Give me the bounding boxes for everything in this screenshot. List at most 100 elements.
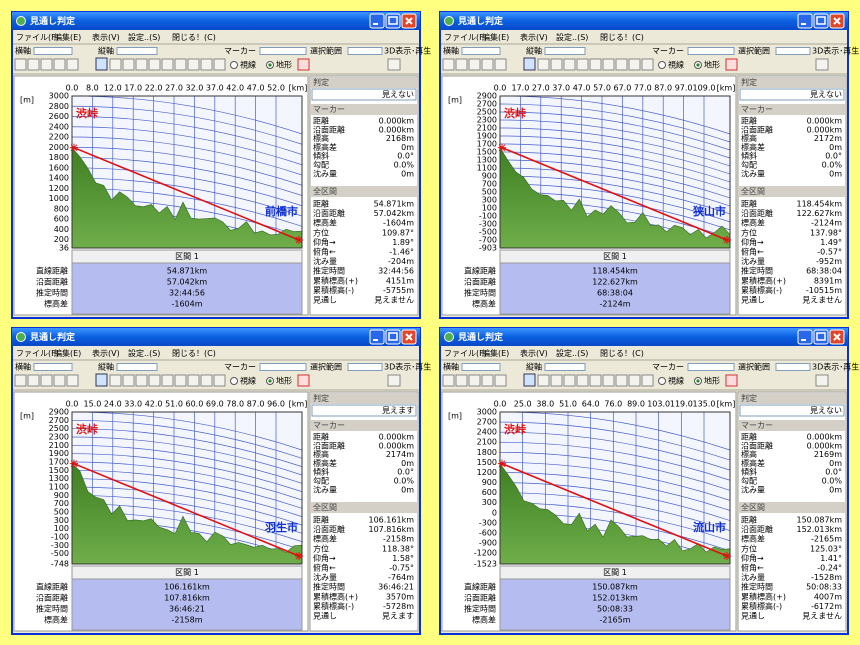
tool-icon[interactable] (387, 58, 401, 71)
menu-item[interactable]: 表示(V) (520, 348, 548, 358)
slider[interactable] (544, 47, 586, 55)
slider[interactable] (116, 363, 158, 371)
tool-icon[interactable] (297, 374, 310, 387)
tool-icon[interactable] (200, 58, 213, 71)
tool-icon[interactable] (200, 374, 213, 387)
slider[interactable] (347, 47, 383, 55)
radio[interactable] (230, 377, 238, 385)
tool-icon[interactable] (187, 58, 200, 71)
slider[interactable] (461, 47, 501, 55)
slider[interactable] (687, 363, 735, 371)
tool-icon[interactable] (537, 58, 550, 71)
minimize-button[interactable] (369, 329, 385, 345)
tool-icon[interactable] (589, 58, 602, 71)
tool-icon[interactable] (523, 57, 536, 71)
slider[interactable] (33, 47, 73, 55)
menu-item[interactable]: 編集(E) (54, 32, 81, 42)
tool-icon[interactable] (40, 374, 53, 387)
tool-icon[interactable] (122, 374, 135, 387)
tool-icon[interactable] (442, 58, 455, 71)
tool-icon[interactable] (109, 58, 122, 71)
maximize-button[interactable] (385, 329, 401, 345)
tool-icon[interactable] (725, 58, 738, 71)
tool-icon[interactable] (297, 58, 310, 71)
tool-icon[interactable] (95, 373, 108, 387)
tool-icon[interactable] (40, 58, 53, 71)
tool-icon[interactable] (576, 374, 589, 387)
tool-icon[interactable] (66, 374, 79, 387)
tool-icon[interactable] (523, 373, 536, 387)
maximize-button[interactable] (813, 329, 829, 345)
menu-item[interactable]: 表示(V) (92, 348, 120, 358)
tool-icon[interactable] (537, 374, 550, 387)
tool-icon[interactable] (455, 58, 468, 71)
menu-item[interactable]: 編集(E) (54, 348, 81, 358)
tool-icon[interactable] (148, 374, 161, 387)
slider[interactable] (347, 363, 383, 371)
menu-item[interactable]: 閉じる！(C) (600, 349, 644, 358)
tool-icon[interactable] (468, 374, 481, 387)
tool-icon[interactable] (455, 374, 468, 387)
tool-icon[interactable] (494, 374, 507, 387)
menu-item[interactable]: 閉じる！(C) (172, 33, 216, 42)
maximize-button[interactable] (813, 13, 829, 29)
tool-icon[interactable] (174, 374, 187, 387)
tool-icon[interactable] (387, 374, 401, 387)
menu-item[interactable]: ファイル(F) (16, 349, 59, 358)
menu-item[interactable]: ファイル(F) (16, 33, 59, 42)
slider[interactable] (544, 363, 586, 371)
tool-icon[interactable] (725, 374, 738, 387)
tool-icon[interactable] (66, 58, 79, 71)
tool-icon[interactable] (602, 374, 615, 387)
maximize-button[interactable] (385, 13, 401, 29)
menu-item[interactable]: 編集(E) (482, 32, 509, 42)
minimize-button[interactable] (369, 13, 385, 29)
tool-icon[interactable] (95, 57, 108, 71)
tool-icon[interactable] (641, 58, 654, 71)
tool-icon[interactable] (109, 374, 122, 387)
tool-icon[interactable] (174, 58, 187, 71)
slider[interactable] (259, 47, 307, 55)
tool-icon[interactable] (148, 58, 161, 71)
tool-icon[interactable] (628, 58, 641, 71)
tool-icon[interactable] (481, 374, 494, 387)
tool-icon[interactable] (442, 374, 455, 387)
tool-icon[interactable] (815, 374, 829, 387)
tool-icon[interactable] (615, 374, 628, 387)
tool-icon[interactable] (27, 58, 40, 71)
slider[interactable] (775, 47, 811, 55)
slider[interactable] (775, 363, 811, 371)
minimize-button[interactable] (797, 13, 813, 29)
tool-icon[interactable] (53, 374, 66, 387)
tool-icon[interactable] (576, 58, 589, 71)
tool-icon[interactable] (589, 374, 602, 387)
tool-icon[interactable] (135, 58, 148, 71)
tool-icon[interactable] (53, 58, 66, 71)
menu-item[interactable]: 設定..(S) (556, 32, 588, 42)
tool-icon[interactable] (122, 58, 135, 71)
tool-icon[interactable] (14, 58, 27, 71)
minimize-button[interactable] (797, 329, 813, 345)
tool-icon[interactable] (628, 374, 641, 387)
menu-item[interactable]: 設定..(S) (128, 32, 160, 42)
menu-item[interactable]: 編集(E) (482, 348, 509, 358)
tool-icon[interactable] (602, 58, 615, 71)
menu-item[interactable]: ファイル(F) (444, 33, 487, 42)
slider[interactable] (687, 47, 735, 55)
menu-item[interactable]: 設定..(S) (128, 348, 160, 358)
tool-icon[interactable] (213, 374, 226, 387)
slider[interactable] (116, 47, 158, 55)
tool-icon[interactable] (815, 58, 829, 71)
tool-icon[interactable] (494, 58, 507, 71)
tool-icon[interactable] (161, 374, 174, 387)
tool-icon[interactable] (550, 374, 563, 387)
tool-icon[interactable] (135, 374, 148, 387)
menu-item[interactable]: 表示(V) (92, 32, 120, 42)
tool-icon[interactable] (468, 58, 481, 71)
tool-icon[interactable] (615, 58, 628, 71)
radio[interactable] (658, 61, 666, 69)
menu-item[interactable]: 閉じる！(C) (172, 349, 216, 358)
tool-icon[interactable] (161, 58, 174, 71)
tool-icon[interactable] (213, 58, 226, 71)
menu-item[interactable]: ファイル(F) (444, 349, 487, 358)
